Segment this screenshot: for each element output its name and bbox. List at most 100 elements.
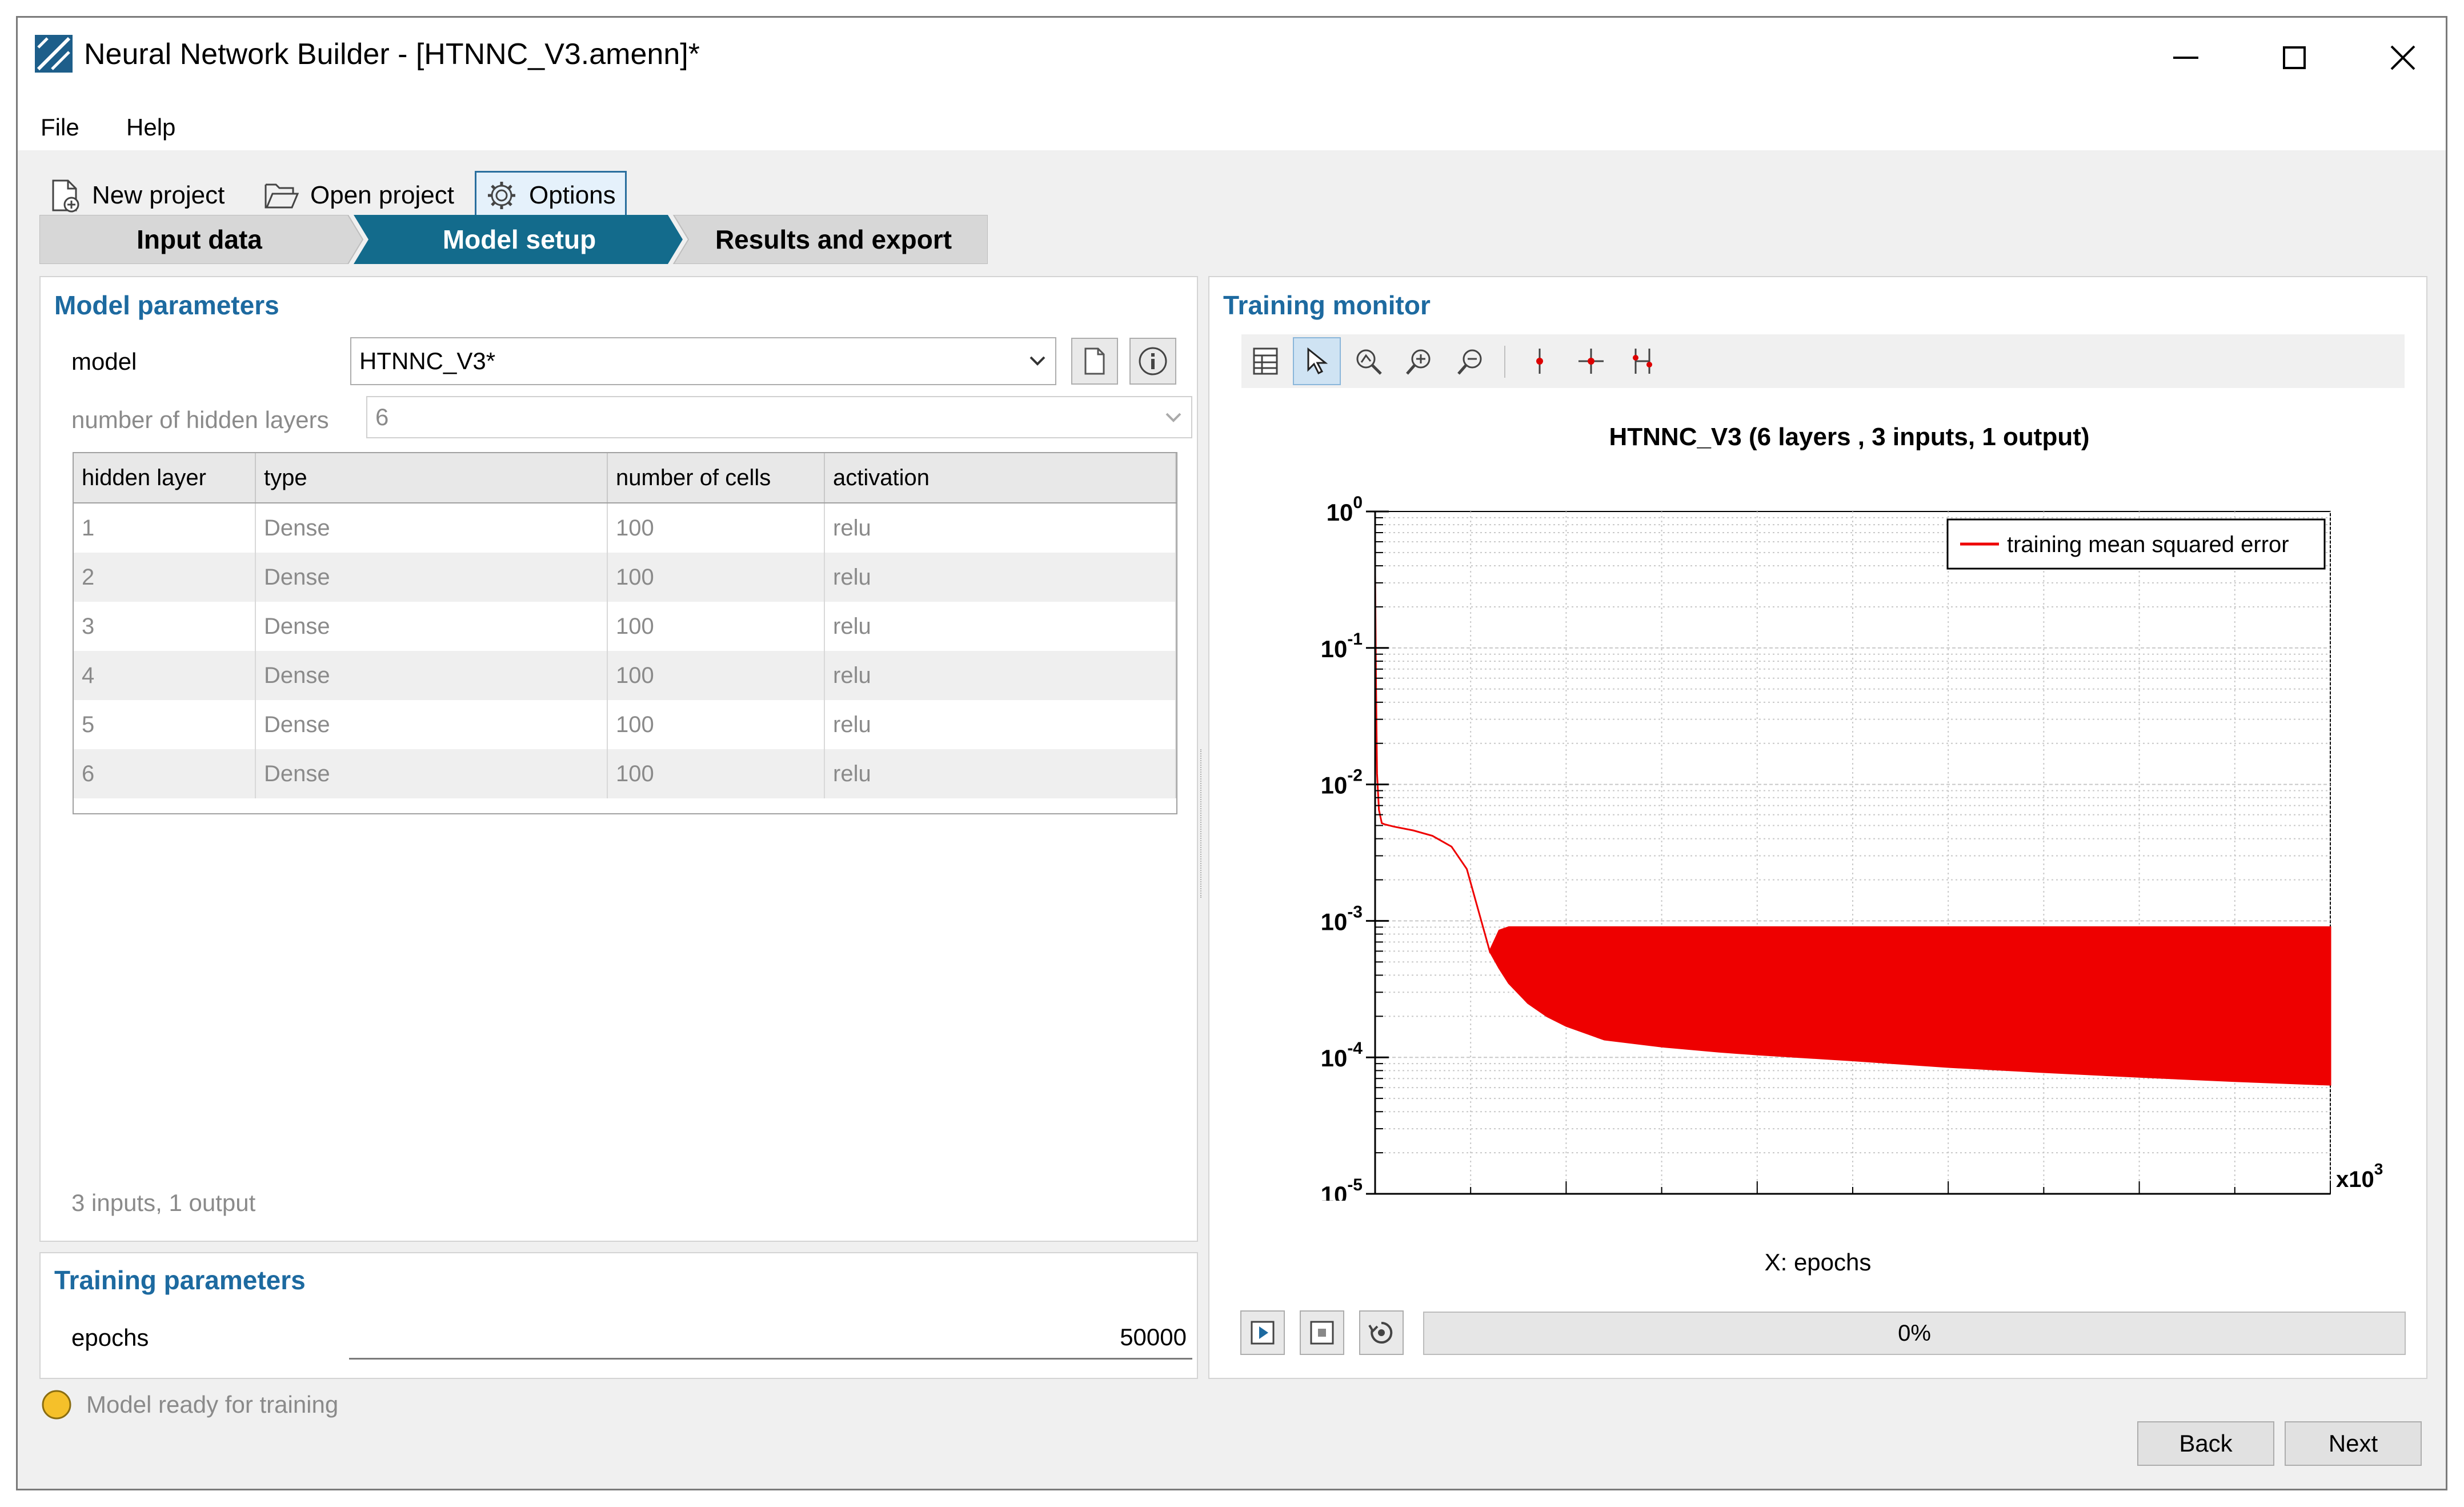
menu-help[interactable]: Help: [126, 114, 176, 141]
close-button[interactable]: [2349, 23, 2457, 92]
table-icon: [1253, 347, 1278, 375]
table-row[interactable]: 6 Dense 100 relu: [74, 749, 1176, 798]
status-text: Model ready for training: [86, 1391, 339, 1418]
cell-layer[interactable]: 2: [74, 553, 256, 602]
splitter-handle[interactable]: [1200, 749, 1205, 898]
chart-series: [1374, 573, 2331, 1086]
table-row[interactable]: 5 Dense 100 relu: [74, 700, 1176, 749]
cell-type[interactable]: Dense: [255, 553, 608, 602]
cell-cells[interactable]: 100: [607, 700, 825, 749]
table-row[interactable]: 4 Dense 100 relu: [74, 651, 1176, 700]
zoom-out-icon: [1457, 349, 1482, 375]
step-model-setup[interactable]: Model setup: [442, 225, 596, 254]
cell-type[interactable]: Dense: [255, 651, 608, 700]
epochs-input[interactable]: 50000: [349, 1316, 1192, 1360]
y-tick-base: 10: [1321, 1045, 1348, 1072]
next-button[interactable]: Next: [2285, 1421, 2422, 1466]
options-label: Options: [529, 181, 616, 209]
model-select[interactable]: HTNNC_V3*: [350, 337, 1056, 385]
cell-activation[interactable]: relu: [824, 700, 1176, 749]
step-results-export[interactable]: Results and export: [715, 225, 952, 254]
cell-activation[interactable]: relu: [824, 651, 1176, 700]
cell-type[interactable]: Dense: [255, 503, 608, 553]
y-tick-exponent: -5: [1347, 1176, 1363, 1194]
table-row[interactable]: 1 Dense 100 relu: [74, 503, 1176, 553]
options-button[interactable]: Options: [475, 171, 627, 220]
cell-layer[interactable]: 3: [74, 602, 256, 651]
training-parameters-title: Training parameters: [54, 1265, 306, 1295]
model-label: model: [71, 348, 137, 375]
pointer-tool-button[interactable]: [1293, 337, 1341, 385]
training-monitor-title: Training monitor: [1223, 290, 1431, 320]
zoom-region-button[interactable]: [1344, 337, 1392, 385]
y-tick-exponent: -4: [1347, 1039, 1363, 1058]
cell-cells[interactable]: 100: [607, 749, 825, 798]
gear-icon: [488, 182, 515, 209]
cell-layer[interactable]: 4: [74, 651, 256, 700]
cell-layer[interactable]: 1: [74, 503, 256, 553]
multi-marker-button[interactable]: [1618, 337, 1666, 385]
new-model-button[interactable]: [1071, 338, 1118, 385]
new-project-button[interactable]: New project: [50, 171, 225, 220]
toolbar-separator: [1504, 346, 1505, 378]
y-tick-label: 10-4: [1321, 1039, 1363, 1072]
cell-cells[interactable]: 100: [607, 553, 825, 602]
y-tick-base: 10: [1321, 635, 1348, 662]
y-tick-exponent: -3: [1347, 902, 1363, 921]
plot-area: [1375, 511, 2331, 1194]
column-header-number-of-cells[interactable]: number of cells: [607, 453, 825, 503]
cell-type[interactable]: Dense: [255, 700, 608, 749]
epochs-value: 50000: [1120, 1323, 1187, 1350]
cell-activation[interactable]: relu: [824, 602, 1176, 651]
hidden-layers-table: hidden layer type number of cells activa…: [73, 452, 1177, 814]
zoom-out-button[interactable]: [1447, 337, 1495, 385]
column-header-activation[interactable]: activation: [824, 453, 1176, 503]
cell-type[interactable]: Dense: [255, 749, 608, 798]
hidden-layers-select[interactable]: 6: [366, 396, 1192, 438]
cell-layer[interactable]: 6: [74, 749, 256, 798]
wizard-steps-background: [39, 215, 988, 264]
epochs-label: epochs: [71, 1324, 149, 1351]
y-tick-exponent: -1: [1347, 630, 1363, 649]
cell-cells[interactable]: 100: [607, 651, 825, 700]
cell-activation[interactable]: relu: [824, 503, 1176, 553]
cell-activation[interactable]: relu: [824, 749, 1176, 798]
step-input-data[interactable]: Input data: [137, 225, 262, 254]
chart-toolbar: [1241, 334, 2405, 388]
training-parameters-panel: Training parameters epochs 50000: [39, 1252, 1198, 1379]
table-header-row: hidden layer type number of cells activa…: [74, 453, 1176, 503]
vertical-marker-button[interactable]: [1516, 337, 1564, 385]
start-training-button[interactable]: [1240, 1310, 1285, 1355]
training-chart[interactable]: HTNNC_V3 (6 layers , 3 inputs, 1 output)…: [1209, 389, 2426, 1201]
cell-cells[interactable]: 100: [607, 503, 825, 553]
cell-activation[interactable]: relu: [824, 553, 1176, 602]
wizard-steps: Input data Model setup Results and expor…: [39, 215, 988, 264]
x-multiplier-base: x10: [2336, 1167, 2374, 1192]
x-axis-label: X: epochs: [1764, 1249, 1872, 1276]
minimize-button[interactable]: [2132, 23, 2240, 92]
cell-type[interactable]: Dense: [255, 602, 608, 651]
stop-training-button[interactable]: [1300, 1310, 1344, 1355]
maximize-button[interactable]: [2240, 23, 2349, 92]
cell-layer[interactable]: 5: [74, 700, 256, 749]
zoom-in-button[interactable]: [1396, 337, 1444, 385]
back-button[interactable]: Back: [2137, 1421, 2274, 1466]
cell-cells[interactable]: 100: [607, 602, 825, 651]
chart-data-button[interactable]: [1241, 337, 1289, 385]
chevron-down-icon: [1165, 413, 1181, 422]
crosshair-button[interactable]: [1567, 337, 1615, 385]
play-icon: [1251, 1321, 1275, 1345]
reset-training-button[interactable]: [1359, 1310, 1404, 1355]
model-info-button[interactable]: [1129, 338, 1176, 385]
io-summary: 3 inputs, 1 output: [71, 1189, 256, 1216]
open-project-button[interactable]: Open project: [263, 171, 454, 220]
table-row[interactable]: 3 Dense 100 relu: [74, 602, 1176, 651]
new-file-icon: [52, 179, 79, 213]
column-header-hidden-layer[interactable]: hidden layer: [74, 453, 256, 503]
crosshair-icon: [1578, 349, 1604, 374]
menu-file[interactable]: File: [41, 114, 79, 141]
table-row[interactable]: 2 Dense 100 relu: [74, 553, 1176, 602]
column-header-type[interactable]: type: [255, 453, 608, 503]
window-title: Neural Network Builder - [HTNNC_V3.amenn…: [84, 38, 700, 71]
